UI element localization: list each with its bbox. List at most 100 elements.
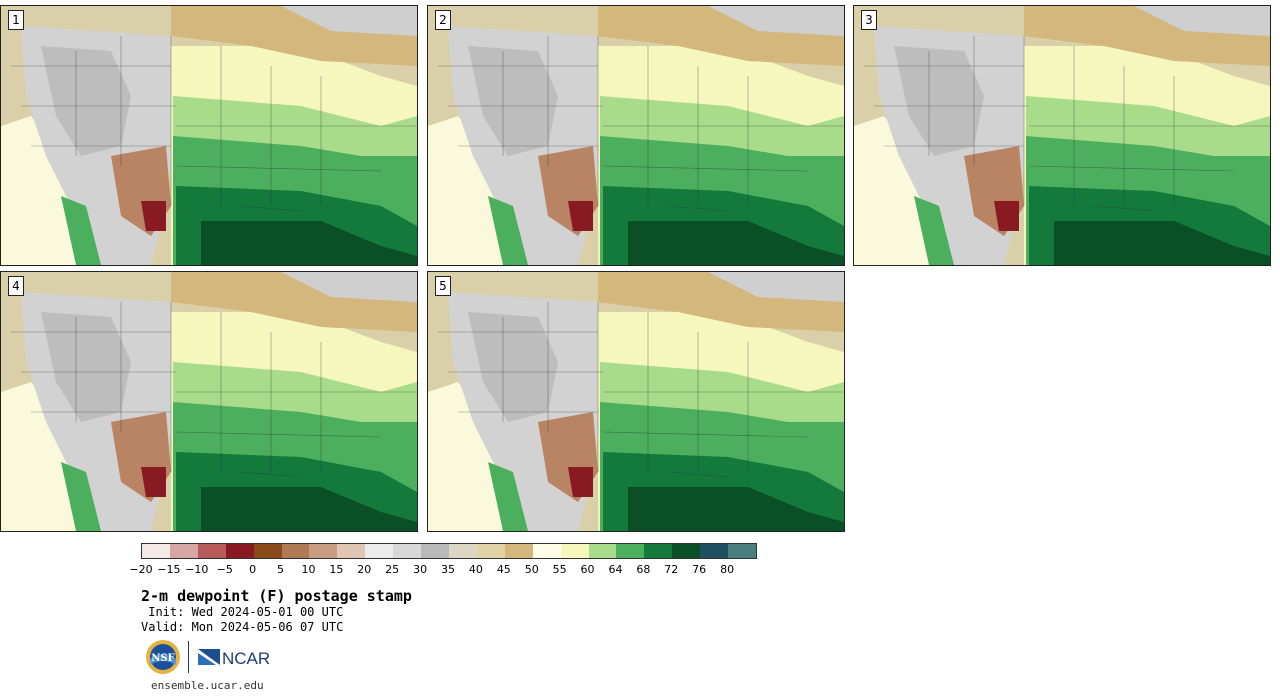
panel-number: 4 xyxy=(8,276,24,296)
colorbar-swatch xyxy=(644,544,673,558)
dewpoint-region xyxy=(708,272,844,302)
logos: NSF NCAR xyxy=(145,638,272,676)
state-border xyxy=(1093,205,1155,212)
colorbar-tick-label: 50 xyxy=(524,563,539,576)
colorbar-tick-label: 72 xyxy=(664,563,679,576)
dewpoint-map xyxy=(428,6,844,265)
dewpoint-map xyxy=(854,6,1270,265)
panel-number: 1 xyxy=(8,10,24,30)
colorbar-tick-label: 15 xyxy=(329,563,344,576)
dewpoint-region xyxy=(41,312,131,422)
colorbar-swatch xyxy=(700,544,729,558)
dewpoint-region xyxy=(914,196,954,265)
colorbar-swatch xyxy=(448,544,477,558)
colorbar-swatch xyxy=(728,544,756,558)
colorbar-tick-label: 68 xyxy=(636,563,651,576)
colorbar-tick-label: 35 xyxy=(441,563,455,576)
colorbar-swatch xyxy=(197,544,226,558)
colorbar-tick-label: 55 xyxy=(552,563,567,576)
colorbar xyxy=(141,543,757,559)
state-border xyxy=(1028,165,1235,172)
dewpoint-region xyxy=(141,201,166,231)
state-border xyxy=(602,165,809,172)
colorbar-swatch xyxy=(588,544,617,558)
dewpoint-map xyxy=(1,272,417,531)
colorbar-tick-label: 20 xyxy=(357,563,372,576)
dewpoint-region xyxy=(201,487,417,531)
state-border xyxy=(667,471,729,478)
dewpoint-region xyxy=(1134,6,1270,36)
dewpoint-map xyxy=(428,272,844,531)
init-time: Init: Wed 2024-05-01 00 UTC xyxy=(141,605,344,619)
map-panel-3: 3 xyxy=(853,5,1271,266)
logo-divider xyxy=(188,641,189,673)
colorbar-swatch xyxy=(309,544,338,558)
plot-title: 2-m dewpoint (F) postage stamp xyxy=(141,587,412,605)
dewpoint-region xyxy=(488,462,528,531)
panel-number: 2 xyxy=(435,10,451,30)
colorbar-tick-label: −15 xyxy=(157,563,181,576)
dewpoint-region xyxy=(281,6,417,36)
nsf-text: NSF xyxy=(151,653,174,664)
dewpoint-region xyxy=(568,467,593,497)
map-panel-4: 4 xyxy=(0,271,418,532)
map-panel-5: 5 xyxy=(427,271,845,532)
dewpoint-region xyxy=(41,46,131,156)
colorbar-tick-label: 5 xyxy=(277,563,285,576)
dewpoint-region xyxy=(894,46,984,156)
colorbar-tick-label: −5 xyxy=(216,563,233,576)
colorbar-swatch xyxy=(504,544,533,558)
colorbar-tick-label: −20 xyxy=(129,563,153,576)
state-border xyxy=(240,471,302,478)
map-panel-2: 2 xyxy=(427,5,845,266)
colorbar-tick-label: 80 xyxy=(720,563,735,576)
ncar-logo-icon: NCAR xyxy=(198,649,270,668)
dewpoint-region xyxy=(61,196,101,265)
state-border xyxy=(667,205,729,212)
colorbar-tick-label: 25 xyxy=(385,563,400,576)
dewpoint-region xyxy=(61,462,101,531)
map-panel-1: 1 xyxy=(0,5,418,266)
colorbar-swatch xyxy=(532,544,561,558)
colorbar-swatch xyxy=(169,544,198,558)
dewpoint-region xyxy=(628,221,844,265)
colorbar-tick-label: 40 xyxy=(468,563,483,576)
dewpoint-region xyxy=(708,6,844,36)
dewpoint-region xyxy=(201,221,417,265)
dewpoint-region xyxy=(628,487,844,531)
panel-number: 5 xyxy=(435,276,451,296)
colorbar-ticks: −20 −15 −10 −5 0 5 10 15 20 25 30 35 40 45 50 55 60 64 68 7… xyxy=(129,563,757,577)
dewpoint-region xyxy=(468,46,558,156)
colorbar-swatch xyxy=(560,544,589,558)
colorbar-tick-label: 60 xyxy=(580,563,595,576)
colorbar-swatch xyxy=(253,544,282,558)
colorbar-swatch xyxy=(337,544,366,558)
website-url: ensemble.ucar.edu xyxy=(151,679,264,692)
colorbar-tick-label: −10 xyxy=(185,563,209,576)
colorbar-tick-label: 0 xyxy=(249,563,257,576)
state-border xyxy=(175,165,382,172)
colorbar-tick-label: 64 xyxy=(608,563,623,576)
colorbar-swatch xyxy=(421,544,449,558)
colorbar-tick-label: 45 xyxy=(496,563,511,576)
dewpoint-region xyxy=(568,201,593,231)
dewpoint-region xyxy=(468,312,558,422)
state-border xyxy=(602,431,809,438)
dewpoint-region xyxy=(141,467,166,497)
panel-number: 3 xyxy=(861,10,877,30)
colorbar-tick-label: 30 xyxy=(413,563,428,576)
colorbar-tick-label: 76 xyxy=(692,563,707,576)
valid-time: Valid: Mon 2024-05-06 07 UTC xyxy=(141,620,344,634)
dewpoint-region xyxy=(1054,221,1270,265)
colorbar-swatch xyxy=(476,544,505,558)
colorbar-swatch xyxy=(672,544,701,558)
colorbar-swatch xyxy=(225,544,254,558)
state-border xyxy=(175,431,382,438)
dewpoint-region xyxy=(488,196,528,265)
state-border xyxy=(240,205,302,212)
colorbar-swatch xyxy=(365,544,394,558)
colorbar-swatch xyxy=(281,544,310,558)
colorbar-tick-label: 10 xyxy=(301,563,316,576)
dewpoint-map xyxy=(1,6,417,265)
colorbar-swatch xyxy=(393,544,422,558)
